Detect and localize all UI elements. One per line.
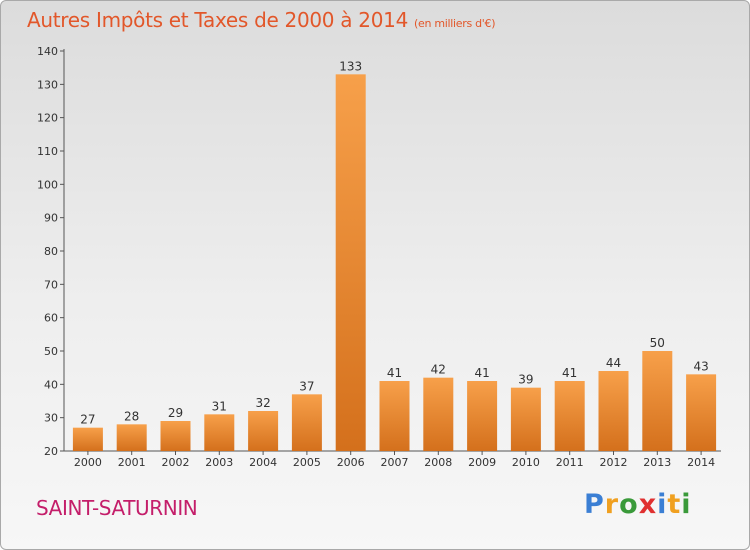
bar bbox=[291, 394, 322, 451]
x-tick-label: 2012 bbox=[600, 456, 628, 469]
x-tick-label: 2000 bbox=[74, 456, 102, 469]
x-tick-label: 2007 bbox=[381, 456, 409, 469]
logo-letter: t bbox=[667, 489, 682, 520]
chart-axes: 20 30 40 50 60 70 80 90 100 110 120 130 140 bbox=[37, 45, 721, 458]
y-tick-label: 30 bbox=[44, 412, 58, 425]
x-tick-label: 2008 bbox=[424, 456, 452, 469]
bar bbox=[204, 414, 235, 451]
bar-value-label: 29 bbox=[168, 406, 183, 420]
bar-value-label: 44 bbox=[606, 356, 621, 370]
x-tick-label: 2006 bbox=[337, 456, 365, 469]
logo-letter: o bbox=[619, 489, 639, 520]
bar bbox=[335, 74, 366, 451]
bar-value-label: 41 bbox=[474, 366, 489, 380]
x-tick-label: 2004 bbox=[249, 456, 277, 469]
bar bbox=[379, 381, 410, 451]
chart-title: Autres Impôts et Taxes de 2000 à 2014 (en… bbox=[27, 8, 495, 32]
x-tick-label: 2013 bbox=[643, 456, 671, 469]
bar-value-label: 41 bbox=[387, 366, 402, 380]
x-tick-label: 2010 bbox=[512, 456, 540, 469]
bar bbox=[510, 387, 541, 451]
y-tick-label: 140 bbox=[37, 45, 58, 58]
y-tick-label: 20 bbox=[44, 445, 58, 458]
logo-letter: i bbox=[681, 489, 692, 520]
x-tick-label: 2001 bbox=[118, 456, 146, 469]
x-tick-label: 2002 bbox=[162, 456, 190, 469]
bar bbox=[554, 381, 585, 451]
bar bbox=[116, 424, 147, 451]
y-tick-label: 50 bbox=[44, 345, 58, 358]
logo-letter: r bbox=[604, 489, 620, 520]
y-tick-label: 120 bbox=[37, 112, 58, 125]
bar-value-label: 31 bbox=[212, 399, 227, 413]
logo-letter: i bbox=[657, 489, 668, 520]
x-tick-label: 2011 bbox=[556, 456, 584, 469]
bar-value-label: 39 bbox=[518, 373, 533, 387]
y-tick-label: 90 bbox=[44, 212, 58, 225]
x-tick-label: 2005 bbox=[293, 456, 321, 469]
logo-letter: P bbox=[584, 489, 605, 520]
bar-value-label: 37 bbox=[299, 379, 314, 393]
bar-value-label: 27 bbox=[80, 413, 95, 427]
y-tick-label: 110 bbox=[37, 145, 58, 158]
logo-letter: x bbox=[638, 489, 658, 520]
bar bbox=[160, 421, 191, 451]
x-tick-label: 2003 bbox=[205, 456, 233, 469]
bar-value-label: 43 bbox=[693, 359, 708, 373]
y-tick-label: 60 bbox=[44, 312, 58, 325]
chart-labels: 27 2000 28 2001 29 2002 31 2003 32 2004 37 2005 133 2… bbox=[74, 59, 715, 469]
bar bbox=[598, 371, 629, 451]
y-tick-label: 40 bbox=[44, 378, 58, 391]
chart-unit: (en milliers d'€) bbox=[414, 17, 496, 30]
bar-value-label: 42 bbox=[431, 363, 446, 377]
x-tick-label: 2014 bbox=[687, 456, 715, 469]
bar-value-label: 41 bbox=[562, 366, 577, 380]
y-tick-label: 70 bbox=[44, 278, 58, 291]
bar-value-label: 50 bbox=[650, 336, 665, 350]
y-tick-label: 100 bbox=[37, 178, 58, 191]
bar bbox=[248, 411, 279, 451]
chart-bars bbox=[72, 74, 717, 451]
bar-value-label: 32 bbox=[255, 396, 270, 410]
commune-name: SAINT-SATURNIN bbox=[36, 496, 198, 520]
bar bbox=[467, 381, 498, 451]
bar bbox=[642, 351, 673, 451]
x-tick-label: 2009 bbox=[468, 456, 496, 469]
bar bbox=[423, 377, 454, 451]
bar bbox=[72, 427, 103, 451]
proxiti-logo: Proxiti bbox=[584, 489, 692, 520]
y-tick-label: 80 bbox=[44, 245, 58, 258]
bar-value-label: 28 bbox=[124, 409, 139, 423]
y-tick-label: 130 bbox=[37, 78, 58, 91]
bar bbox=[686, 374, 717, 451]
bar-value-label: 133 bbox=[339, 59, 362, 73]
chart-title-text: Autres Impôts et Taxes de 2000 à 2014 bbox=[27, 8, 408, 32]
